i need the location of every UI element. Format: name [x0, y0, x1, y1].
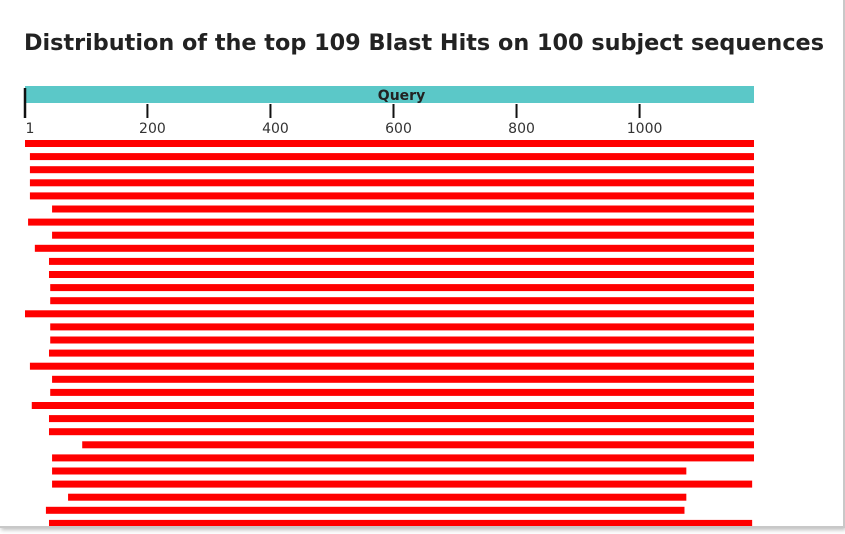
hit-bar [25, 310, 754, 318]
hit-bar [48, 428, 754, 436]
tick-label: 1 [26, 121, 35, 137]
hit-bar [34, 244, 755, 252]
hit-bar [52, 375, 754, 383]
hit-bar [25, 140, 754, 147]
hit-bar [52, 205, 754, 213]
hit-bar [29, 362, 755, 370]
tick-label: 800 [508, 121, 535, 137]
hit-bar [52, 480, 753, 488]
hit-bar [50, 336, 755, 344]
hit-bar [45, 506, 685, 514]
hit-bar [29, 192, 755, 200]
hit-bar [50, 284, 755, 292]
hit-bar [48, 349, 754, 357]
hit-bar [31, 402, 754, 409]
hit-bar [50, 323, 755, 331]
hit-bar [68, 493, 687, 501]
hit-bar [52, 454, 754, 462]
hit-bar [28, 218, 755, 226]
tick-label: 1000 [627, 121, 663, 137]
hit-bar [29, 179, 755, 187]
query-bar [25, 86, 754, 103]
hit-bar [29, 153, 755, 161]
tick-label: 200 [139, 121, 166, 137]
tick-label: 600 [385, 121, 412, 137]
hit-bar [29, 166, 755, 174]
hit-bar [50, 388, 755, 396]
hit-bar [82, 441, 755, 449]
hit-bar [50, 297, 755, 305]
tick-label: 400 [262, 121, 289, 137]
hit-bar [52, 231, 754, 239]
query-label: Query [378, 88, 425, 104]
hit-bar [48, 257, 754, 265]
hit-bar [48, 519, 753, 526]
hit-bar [48, 271, 754, 278]
title: Distribution of the top 109 Blast Hits o… [24, 31, 824, 56]
hit-bar [52, 467, 687, 475]
hit-bar [48, 415, 754, 423]
